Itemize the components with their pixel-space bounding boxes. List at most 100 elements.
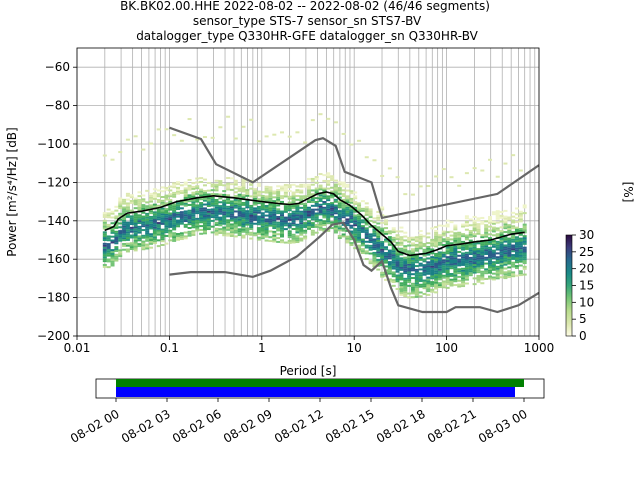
heatmap-cell	[503, 259, 508, 262]
heatmap-cell	[245, 223, 250, 226]
heatmap-cell	[476, 225, 481, 228]
heatmap-cell	[156, 195, 161, 198]
heatmap-cell	[287, 241, 292, 244]
heatmap-cell	[507, 228, 512, 231]
heatmap-cell	[218, 218, 223, 221]
heatmap-cell	[484, 235, 489, 238]
heatmap-cell	[407, 296, 412, 299]
heatmap-cell	[380, 227, 385, 230]
heatmap-cell	[129, 217, 134, 220]
heatmap-cell	[514, 247, 519, 250]
heatmap-cell	[380, 246, 385, 249]
heatmap-cell	[303, 183, 308, 186]
heatmap-cell	[399, 263, 404, 266]
heatmap-cell	[141, 211, 146, 214]
heatmap-cell	[503, 257, 508, 260]
heatmap-cell	[210, 231, 215, 234]
heatmap-cell	[341, 210, 346, 213]
heatmap-cell	[291, 214, 296, 217]
heatmap-cell	[149, 235, 154, 238]
colorbar-tick-label: 10	[579, 295, 594, 309]
heatmap-cell	[125, 248, 130, 251]
heatmap-cell	[306, 214, 311, 217]
heatmap-cell	[118, 212, 123, 215]
heatmap-cell	[102, 250, 107, 253]
heatmap-cell	[118, 251, 123, 254]
heatmap-cell	[484, 228, 489, 231]
heatmap-cell	[237, 193, 242, 196]
heatmap-cell	[206, 208, 211, 211]
heatmap-cell	[110, 260, 115, 263]
heatmap-cell	[268, 209, 273, 212]
heatmap-cell	[172, 224, 177, 227]
heatmap-cell	[357, 227, 362, 230]
heatmap-cell	[303, 208, 308, 211]
heatmap-cell	[380, 275, 385, 278]
heatmap-cell	[314, 218, 319, 221]
heatmap-cell	[357, 221, 362, 224]
heatmap-cell	[337, 206, 342, 209]
heatmap-cell	[484, 270, 489, 273]
heatmap-cell	[495, 271, 500, 274]
heatmap-cell	[418, 274, 423, 277]
heatmap-cell	[357, 206, 362, 209]
heatmap-cell	[488, 237, 493, 240]
heatmap-cell	[233, 181, 238, 184]
heatmap-cell	[434, 233, 439, 236]
heatmap-cell	[507, 218, 512, 221]
heatmap-cell	[357, 225, 362, 228]
heatmap-cell	[156, 212, 161, 215]
heatmap-cell	[480, 282, 485, 285]
heatmap-cell	[264, 208, 269, 211]
heatmap-cell	[129, 230, 134, 233]
heatmap-cell	[484, 256, 489, 259]
heatmap-cell	[499, 234, 504, 237]
heatmap-cell	[503, 273, 508, 276]
heatmap-cell	[399, 293, 404, 296]
heatmap-cell	[183, 223, 188, 226]
heatmap-cell	[495, 221, 500, 224]
heatmap-cell	[414, 295, 419, 298]
heatmap-cell	[484, 241, 489, 244]
heatmap-cell	[391, 229, 396, 232]
heatmap-cell	[160, 220, 165, 223]
heatmap-cell	[191, 208, 196, 211]
heatmap-cell	[222, 213, 227, 216]
heatmap-cell	[249, 237, 254, 240]
heatmap-cell	[176, 213, 181, 216]
heatmap-cell	[164, 196, 169, 199]
heatmap-cell	[384, 227, 389, 230]
heatmap-cell	[387, 232, 392, 235]
heatmap-cell	[391, 265, 396, 268]
heatmap-cell	[214, 218, 219, 221]
heatmap-cell	[179, 216, 184, 219]
heatmap-cell	[434, 268, 439, 271]
heatmap-cell	[245, 231, 250, 234]
heatmap-cell	[137, 195, 142, 198]
heatmap-cell	[387, 272, 392, 275]
heatmap-cell	[445, 240, 450, 243]
heatmap-cell	[260, 194, 265, 197]
heatmap-cell	[349, 192, 354, 195]
heatmap-cell	[507, 241, 512, 244]
heatmap-cell	[141, 248, 146, 251]
heatmap-cell	[511, 271, 516, 274]
heatmap-cell	[141, 234, 146, 237]
heatmap-cell	[434, 272, 439, 275]
heatmap-cell	[437, 286, 442, 289]
heatmap-cell	[306, 199, 311, 202]
heatmap-cell	[514, 253, 519, 256]
heatmap-cell	[114, 248, 119, 251]
heatmap-cell	[364, 252, 369, 255]
heatmap-cell	[199, 192, 204, 195]
heatmap-cell	[314, 204, 319, 207]
heatmap-cell	[514, 213, 519, 216]
heatmap-cell	[503, 277, 508, 280]
heatmap-cell	[357, 208, 362, 211]
heatmap-cell	[199, 213, 204, 216]
heatmap-cell	[480, 274, 485, 277]
heatmap-cell	[376, 235, 381, 238]
heatmap-cell	[264, 206, 269, 209]
heatmap-cell	[345, 183, 350, 186]
heatmap-cell	[268, 199, 273, 202]
